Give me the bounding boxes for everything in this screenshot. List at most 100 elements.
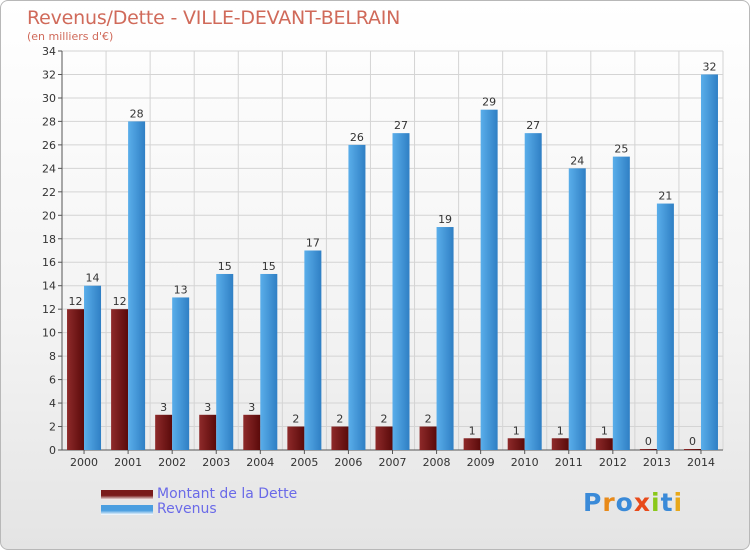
data-label: 0 — [645, 435, 652, 448]
data-label: 27 — [394, 119, 408, 132]
y-tick-label: 20 — [42, 209, 56, 222]
x-tick-label: 2007 — [379, 456, 407, 469]
data-label: 15 — [218, 260, 232, 273]
bar-dette — [375, 426, 393, 450]
y-tick-label: 12 — [42, 303, 56, 316]
data-label: 2 — [292, 413, 299, 426]
x-tick-label: 2000 — [70, 456, 98, 469]
data-label: 17 — [306, 237, 320, 250]
x-tick-label: 2013 — [643, 456, 671, 469]
bar-revenus — [348, 144, 366, 450]
x-tick-label: 2009 — [467, 456, 495, 469]
bar-dette — [287, 426, 305, 450]
logo-letter: P — [583, 488, 603, 517]
x-tick-label: 2006 — [334, 456, 362, 469]
logo-letter: i — [651, 488, 661, 517]
data-label: 29 — [482, 96, 496, 109]
y-tick-label: 22 — [42, 186, 56, 199]
x-tick-label: 2010 — [511, 456, 539, 469]
data-label: 3 — [248, 401, 255, 414]
y-tick-label: 32 — [42, 68, 56, 81]
data-label: 26 — [350, 131, 364, 144]
chart-title: Revenus/Dette - VILLE-DEVANT-BELRAIN — [27, 7, 401, 29]
bar-revenus — [524, 133, 542, 450]
data-label: 1 — [557, 424, 564, 437]
legend-label-revenus: Revenus — [157, 501, 217, 517]
x-tick-label: 2005 — [290, 456, 318, 469]
x-tick-label: 2014 — [687, 456, 715, 469]
y-tick-label: 18 — [42, 233, 56, 246]
data-label: 19 — [438, 213, 452, 226]
bar-revenus — [128, 121, 146, 450]
data-label: 0 — [689, 435, 696, 448]
bar-dette — [199, 414, 217, 450]
data-label: 1 — [601, 424, 608, 437]
legend-item-dette: Montant de la Dette — [101, 487, 297, 502]
data-label: 1 — [513, 424, 520, 437]
data-label: 27 — [526, 119, 540, 132]
y-tick-label: 2 — [49, 421, 56, 434]
bar-revenus — [304, 250, 322, 450]
y-tick-label: 4 — [49, 397, 56, 410]
data-label: 14 — [86, 272, 100, 285]
legend-label-dette: Montant de la Dette — [157, 486, 298, 502]
labels: 0246810121416182022242628303234200012142… — [42, 45, 716, 469]
bars — [67, 74, 718, 451]
logo-letter: i — [673, 488, 684, 517]
data-label: 25 — [614, 143, 628, 156]
y-tick-label: 6 — [49, 374, 56, 387]
data-label: 15 — [262, 260, 276, 273]
data-label: 2 — [381, 413, 388, 426]
y-tick-label: 10 — [42, 327, 56, 340]
x-tick-label: 2012 — [599, 456, 627, 469]
data-label: 2 — [336, 413, 343, 426]
bar-dette — [463, 438, 481, 450]
data-label: 3 — [204, 401, 211, 414]
y-tick-label: 34 — [42, 45, 56, 58]
data-label: 2 — [425, 413, 432, 426]
y-tick-label: 8 — [49, 350, 56, 363]
logo-letter: r — [602, 488, 616, 517]
bar-dette — [683, 449, 701, 450]
bar-revenus — [84, 285, 102, 450]
bar-revenus — [436, 227, 454, 450]
chart-subtitle: (en milliers d'€) — [27, 30, 114, 43]
data-label: 21 — [658, 190, 672, 203]
logo-letter: x — [633, 488, 651, 517]
bar-dette — [331, 426, 349, 450]
bar-revenus — [392, 133, 410, 450]
y-tick-label: 28 — [42, 115, 56, 128]
bar-revenus — [612, 156, 630, 450]
y-tick-label: 30 — [42, 92, 56, 105]
data-label: 3 — [160, 401, 167, 414]
y-tick-label: 14 — [42, 280, 56, 293]
data-label: 28 — [130, 107, 144, 120]
bar-dette — [639, 449, 657, 450]
bar-dette — [551, 438, 569, 450]
y-tick-label: 16 — [42, 256, 56, 269]
data-label: 12 — [113, 295, 127, 308]
logo-letter: t — [660, 488, 674, 517]
data-label: 12 — [69, 295, 83, 308]
data-label: 13 — [174, 283, 188, 296]
x-tick-label: 2004 — [246, 456, 274, 469]
data-label: 24 — [570, 154, 584, 167]
bar-revenus — [260, 273, 278, 450]
bar-revenus — [656, 203, 674, 450]
x-tick-label: 2001 — [114, 456, 142, 469]
x-tick-label: 2011 — [555, 456, 583, 469]
legend: Montant de la Dette Revenus — [101, 487, 297, 517]
y-tick-label: 26 — [42, 139, 56, 152]
bar-dette — [111, 309, 129, 450]
data-label: 32 — [702, 60, 716, 73]
bar-dette — [155, 414, 173, 450]
bar-revenus — [172, 297, 190, 450]
bar-dette — [243, 414, 261, 450]
legend-swatch-revenus — [101, 505, 153, 515]
bar-dette — [67, 309, 85, 450]
bar-dette — [595, 438, 613, 450]
x-tick-label: 2002 — [158, 456, 186, 469]
y-tick-label: 24 — [42, 162, 56, 175]
